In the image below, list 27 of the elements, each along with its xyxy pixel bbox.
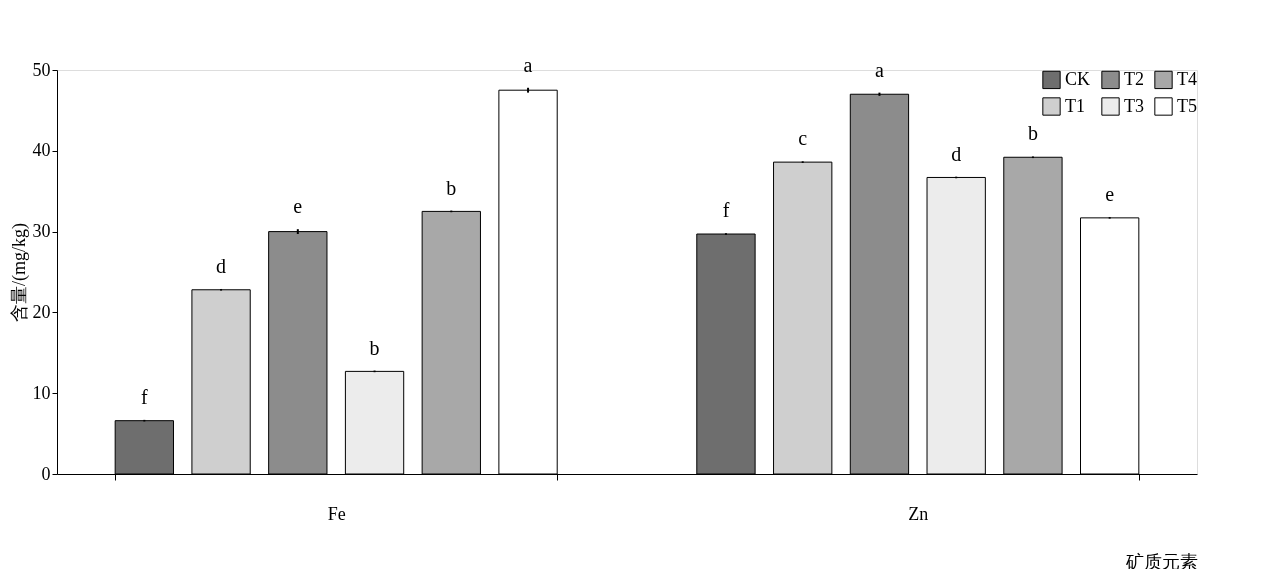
data-label: b	[369, 336, 380, 359]
data-label: e	[1105, 183, 1115, 206]
y-tick-label: 50	[32, 59, 51, 80]
data-label: f	[140, 385, 148, 408]
legend-label: T3	[1124, 95, 1144, 116]
data-label: d	[216, 254, 227, 277]
data-label: b	[1027, 122, 1038, 145]
y-tick-label: 40	[32, 140, 51, 161]
legend-label: T1	[1065, 95, 1085, 116]
legend-label: T2	[1124, 68, 1144, 89]
x-tick-label: Fe	[327, 503, 346, 524]
y-tick-label: 20	[32, 301, 51, 322]
x-tick-label: Zn	[908, 503, 929, 524]
y-tick-label: 10	[32, 382, 51, 403]
legend-label: CK	[1065, 68, 1091, 89]
data-label: e	[293, 195, 303, 218]
data-label: a	[875, 58, 884, 81]
y-tick-label: 30	[32, 221, 51, 242]
y-axis-title: 含量/(mg/kg)	[8, 223, 30, 322]
data-label: f	[722, 199, 730, 222]
data-label: c	[798, 127, 808, 150]
data-label: b	[446, 176, 457, 199]
data-label: a	[523, 53, 533, 76]
legend-label: T4	[1177, 68, 1197, 89]
y-tick-label: 0	[41, 463, 51, 484]
data-label: d	[951, 142, 962, 165]
legend-label: T5	[1177, 95, 1197, 116]
